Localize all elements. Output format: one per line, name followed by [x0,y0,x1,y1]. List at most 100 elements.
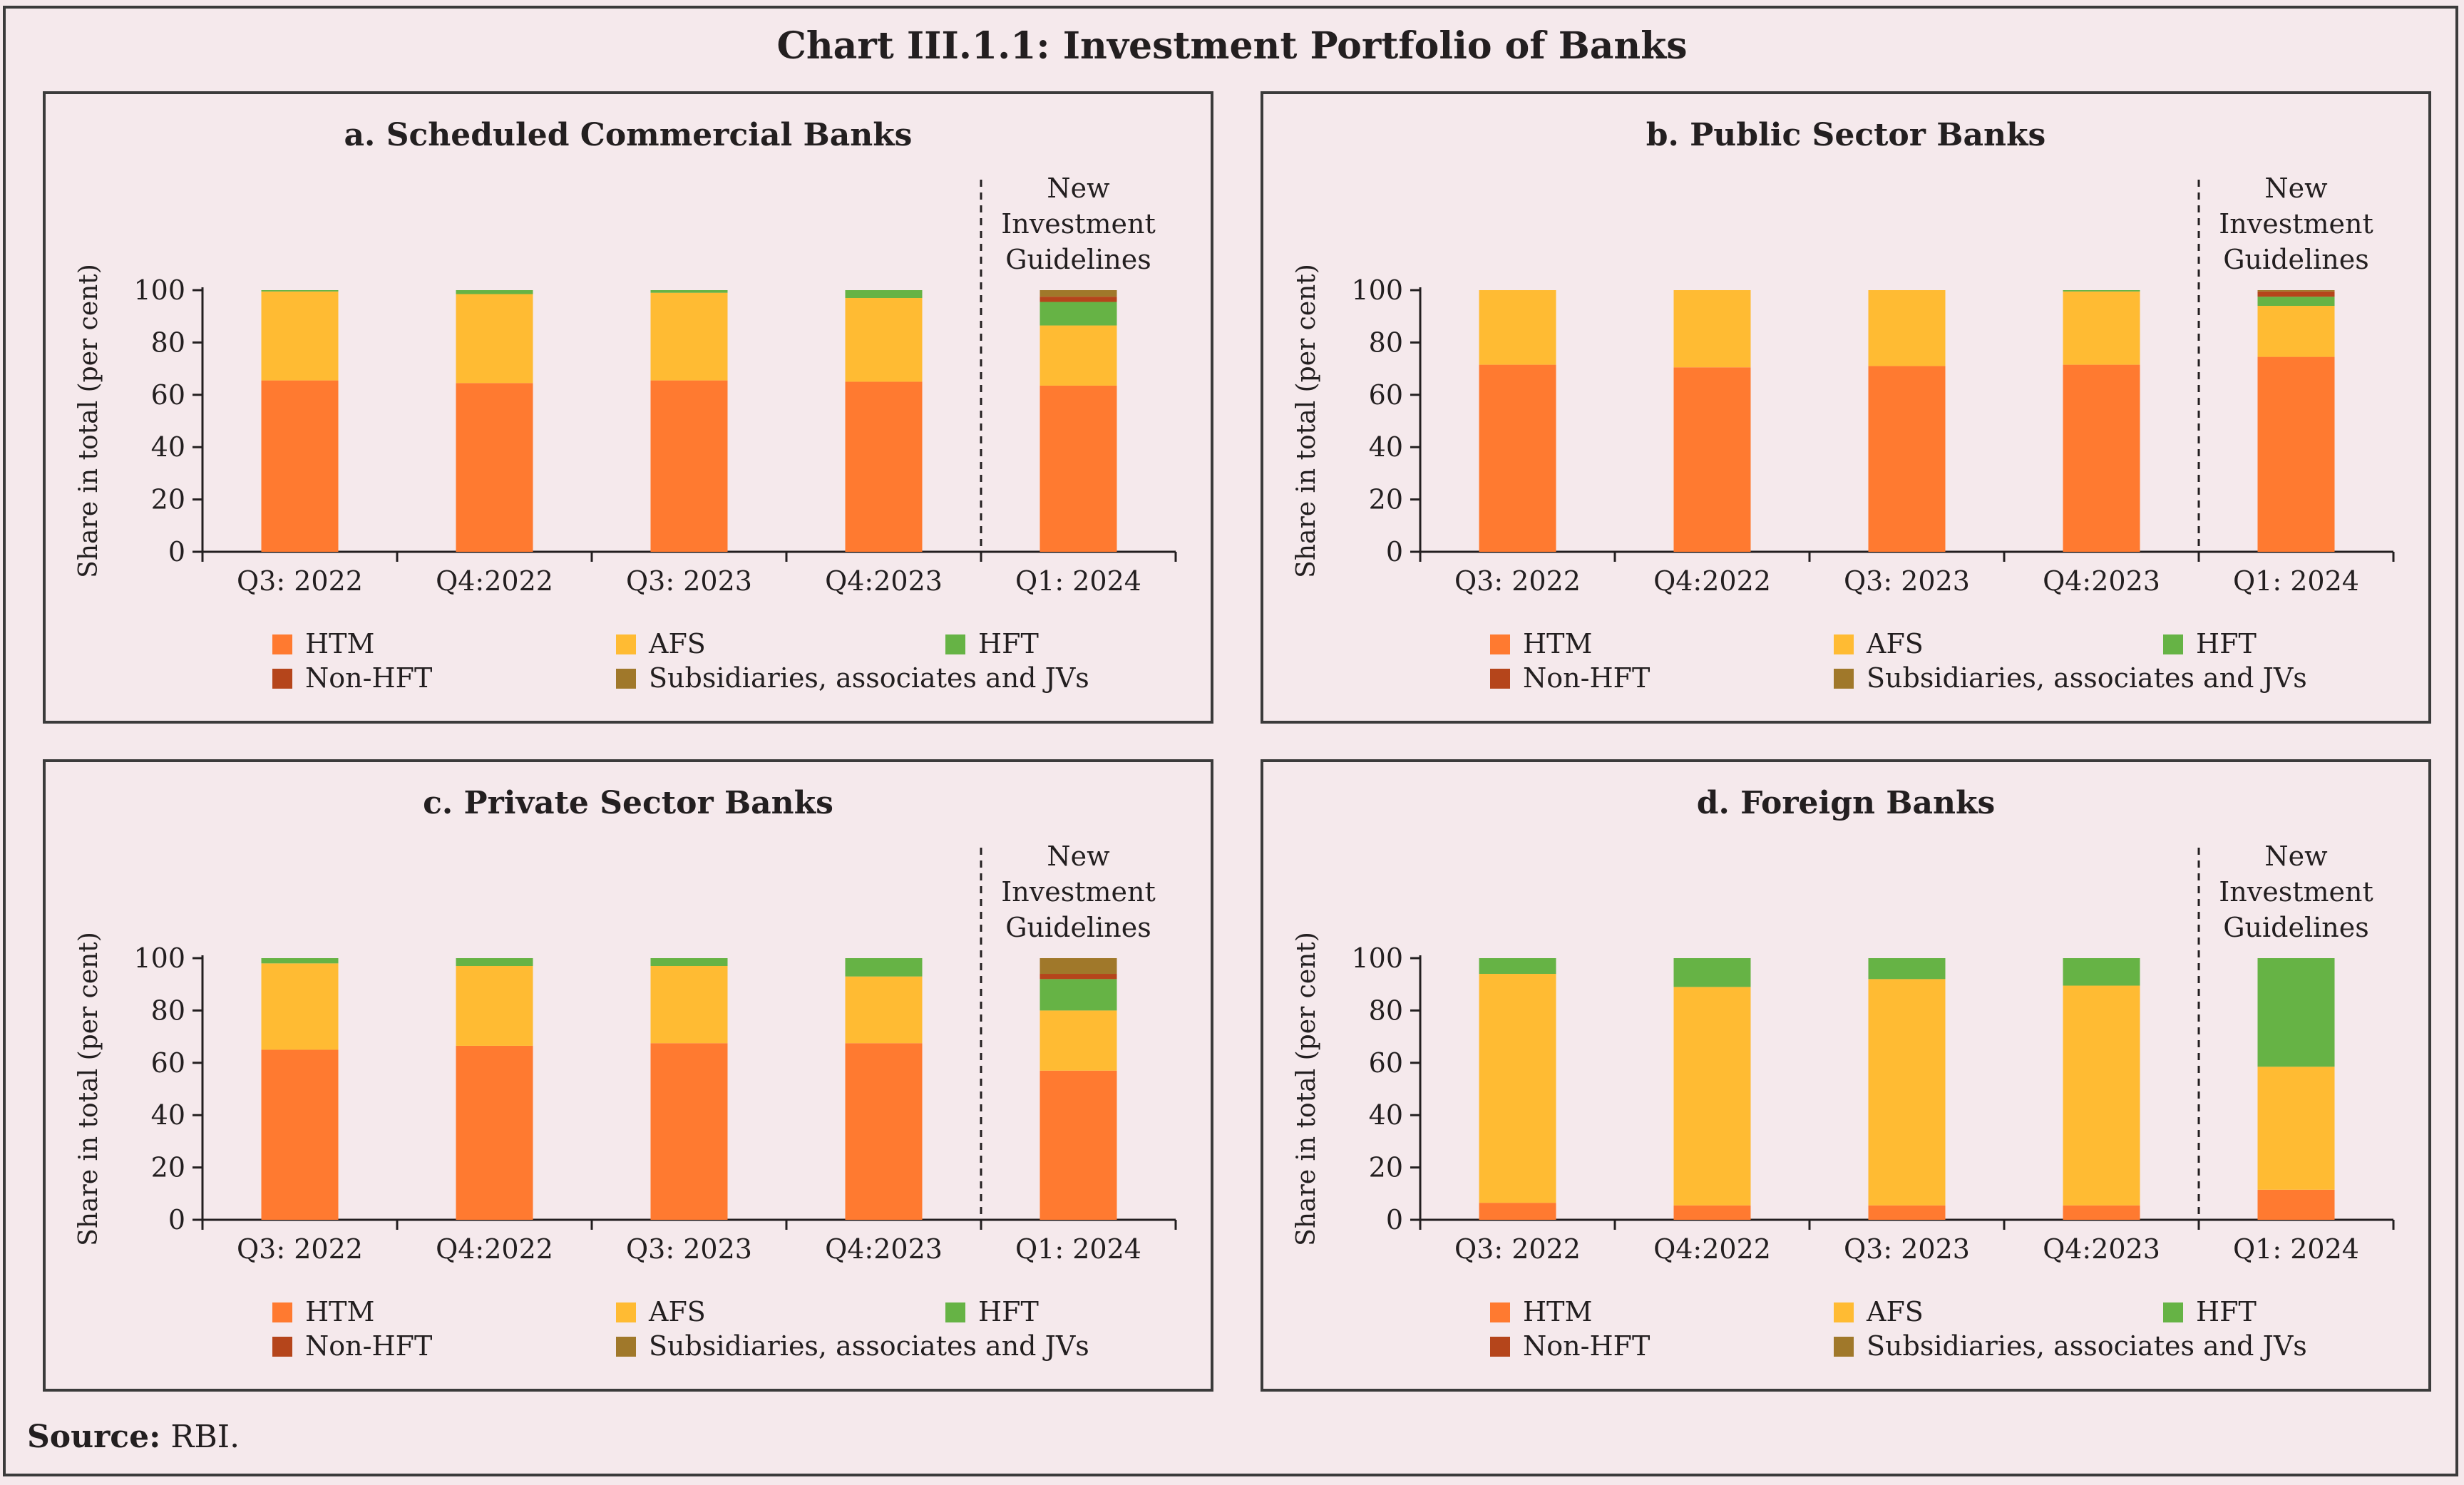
y-tick-label: 100 [133,942,185,974]
legend-swatch-hft [2163,634,2183,654]
bar-htm-q3-2023 [650,380,728,552]
panel-scheduled-commercial-banks: a. Scheduled Commercial Banks Share in to… [43,91,1213,724]
bar-afs-q4-2022 [456,966,533,1046]
legend-swatch-htm [272,1302,292,1322]
panel-public-sector-banks: b. Public Sector Banks Share in total (pe… [1261,91,2431,724]
bar-hft-q1-2024 [1040,979,1117,1011]
y-axis-label: Share in total (per cent) [1292,264,1321,578]
legend-swatch-htm [272,634,292,654]
legend-label-hft: HFT [2196,1296,2257,1327]
y-tick-label: 20 [1369,484,1403,515]
annotation-line: Guidelines [1005,912,1151,943]
y-tick-label: 100 [1351,274,1403,306]
y-tick-label: 100 [1351,942,1403,974]
chart-svg: b. Public Sector Banks Share in total (pe… [1292,117,2395,694]
x-tick-label: Q4:2023 [825,1233,943,1265]
y-tick-label: 80 [151,995,185,1026]
legend-swatch-subsidiaries-associates-and-jvs [616,669,636,689]
bar-htm-q4-2023 [845,1043,923,1220]
legend-label-hft: HFT [978,628,1039,659]
y-tick-label: 20 [1369,1152,1403,1183]
y-tick-label: 80 [151,327,185,358]
legend-swatch-subsidiaries-associates-and-jvs [1834,1337,1854,1357]
annotation-line: New [1047,841,1110,872]
x-tick-label: Q4:2023 [2043,565,2160,597]
bar-afs-q1-2024 [1040,325,1117,386]
legend-swatch-subsidiaries-associates-and-jvs [616,1337,636,1357]
y-axis-label: Share in total (per cent) [1292,932,1321,1246]
legend-label-subsidiaries-associates-and-jvs: Subsidiaries, associates and JVs [649,1330,1089,1362]
y-tick-label: 40 [1369,431,1403,463]
x-tick-label: Q3: 2023 [626,565,752,597]
legend-label-hft: HFT [2196,628,2257,659]
y-tick-label: 60 [1369,1047,1403,1079]
legend-swatch-afs [616,634,636,654]
bar-hft-q1-2024 [1040,302,1117,326]
bar-hft-q1-2024 [2257,297,2335,307]
y-tick-label: 0 [168,1204,185,1235]
chart-svg: a. Scheduled Commercial Banks Share in to… [74,117,1177,694]
bar-afs-q4-2023 [2063,291,2140,365]
bar-afs-q4-2022 [1673,987,1751,1206]
bar-hft-q4-2022 [1673,958,1751,987]
bar-afs-q1-2024 [2257,1067,2335,1190]
x-tick-label: Q4:2023 [2043,1233,2160,1265]
x-tick-label: Q1: 2024 [1015,1233,1141,1265]
y-tick-label: 40 [151,1099,185,1131]
chart-svg: c. Private Sector Banks Share in total (p… [74,785,1177,1362]
y-tick-label: 80 [1369,327,1403,358]
legend-label-afs: AFS [1866,628,1924,659]
y-tick-label: 80 [1369,995,1403,1026]
bar-htm-q3-2023 [1868,366,1946,552]
legend-swatch-subsidiaries-associates-and-jvs [1834,669,1854,689]
bar-htm-q1-2024 [1040,385,1117,552]
annotation-line: Guidelines [2223,912,2369,943]
bar-hft-q4-2023 [845,290,923,299]
annotation-line: Guidelines [2223,244,2369,275]
x-tick-label: Q4:2022 [436,565,553,597]
bar-non-hft-q1-2024 [1040,974,1117,980]
legend-swatch-hft [2163,1302,2183,1322]
legend-label-htm: HTM [1523,628,1592,659]
legend-label-subsidiaries-associates-and-jvs: Subsidiaries, associates and JVs [649,662,1089,694]
x-tick-label: Q1: 2024 [2233,565,2359,597]
bar-afs-q4-2023 [845,298,923,382]
bar-htm-q4-2022 [456,383,533,552]
y-tick-label: 20 [151,484,185,515]
annotation-line: Investment [2219,876,2373,908]
bar-htm-q4-2023 [2063,1205,2140,1220]
bar-hft-q4-2022 [456,958,533,967]
bar-afs-q3-2023 [650,966,728,1044]
legend-label-subsidiaries-associates-and-jvs: Subsidiaries, associates and JVs [1867,662,2307,694]
bar-subsidiaries-associates-and-jvs-q1-2024 [1040,958,1117,975]
bar-afs-q3-2023 [650,292,728,381]
panel-title: b. Public Sector Banks [1646,117,2045,153]
bar-afs-q1-2024 [1040,1010,1117,1071]
annotation-line: Investment [2219,208,2373,240]
bar-htm-q3-2022 [261,380,339,552]
bar-htm-q4-2022 [1673,1205,1751,1220]
annotation-line: Guidelines [1005,244,1151,275]
chart-svg: d. Foreign Banks Share in total (per cent… [1292,785,2395,1362]
x-tick-label: Q3: 2022 [237,565,363,597]
x-tick-label: Q4:2022 [436,1233,553,1265]
bar-htm-q4-2023 [2063,364,2140,552]
legend-swatch-htm [1490,1302,1510,1322]
x-tick-label: Q4:2023 [825,565,943,597]
x-tick-label: Q3: 2022 [1454,1233,1581,1265]
source-note: Source: RBI. [27,1419,240,1455]
y-tick-label: 0 [1386,536,1403,567]
legend-label-non-hft: Non-HFT [1523,1330,1650,1362]
panel-foreign-banks: d. Foreign Banks Share in total (per cent… [1261,759,2431,1392]
y-tick-label: 60 [151,1047,185,1079]
bar-afs-q3-2022 [261,291,339,381]
bar-htm-q4-2022 [1673,367,1751,552]
legend-swatch-non-hft [1490,669,1510,689]
bar-hft-q3-2022 [1479,958,1556,975]
panel-title: d. Foreign Banks [1697,785,1996,821]
bar-subsidiaries-associates-and-jvs-q1-2024 [1040,290,1117,297]
bar-afs-q3-2022 [261,963,339,1050]
bar-afs-q3-2023 [1868,979,1946,1206]
legend-swatch-non-hft [272,669,292,689]
y-tick-label: 40 [1369,1099,1403,1131]
